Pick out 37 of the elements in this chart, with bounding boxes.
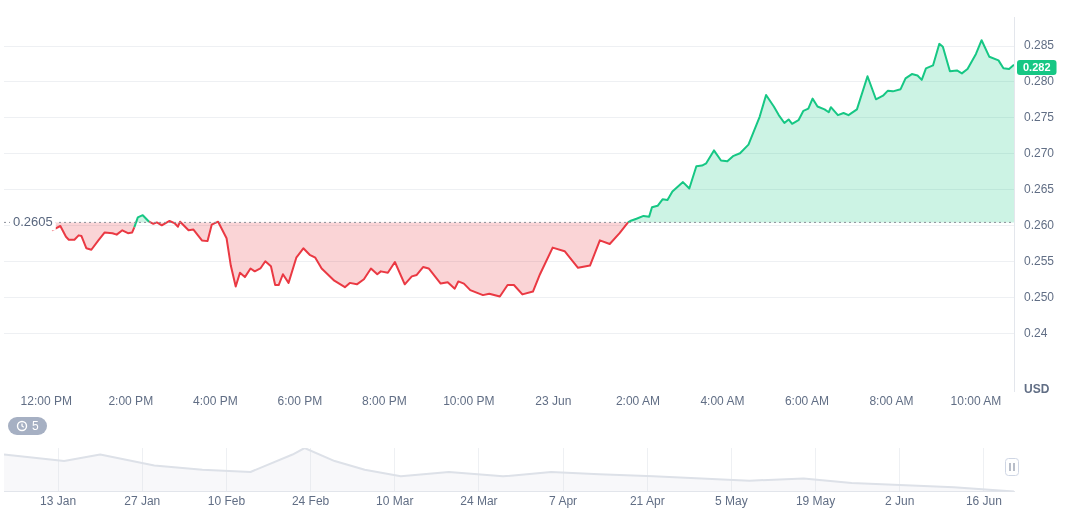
x-tick-label: 12:00 PM bbox=[20, 394, 72, 409]
x-tick-label: 2 Jun bbox=[885, 494, 915, 509]
y-tick-label: 0.255 bbox=[1024, 254, 1055, 269]
y-tick-label: 0.275 bbox=[1024, 110, 1055, 125]
ref-line-label: 0.2605 bbox=[13, 213, 53, 229]
annotation: 0.282 bbox=[1023, 60, 1051, 73]
x-tick-label: 10 Mar bbox=[376, 494, 414, 509]
y-tick-label: 0.285 bbox=[1024, 38, 1055, 53]
x-tick-label: 4:00 PM bbox=[192, 394, 238, 409]
y-tick-label: 0.260 bbox=[1024, 218, 1055, 233]
x-tick-label: 8:00 PM bbox=[361, 394, 407, 409]
x-tick-label: 24 Mar bbox=[460, 494, 498, 509]
y-tick-label: 0.280 bbox=[1024, 74, 1055, 89]
x-tick-label: 21 Apr bbox=[629, 494, 665, 509]
x-tick-label: 16 Jun bbox=[965, 494, 1002, 509]
x-tick-label: 2:00 PM bbox=[108, 394, 154, 409]
x-tick-label: 8:00 AM bbox=[869, 394, 914, 409]
y-axis-title: USD bbox=[1024, 381, 1050, 396]
x-tick-label: 4:00 AM bbox=[700, 394, 745, 409]
x-tick-label: 6:00 AM bbox=[784, 394, 829, 409]
y-tick-label: 0.270 bbox=[1024, 146, 1055, 161]
x-tick-label: 6:00 PM bbox=[277, 394, 323, 409]
x-tick-label: 10:00 PM bbox=[443, 394, 495, 409]
x-tick-label: 23 Jun bbox=[535, 394, 572, 409]
x-tick-label: 5 May bbox=[715, 494, 748, 509]
x-tick-label: 19 May bbox=[795, 494, 836, 509]
x-tick-label: 13 Jan bbox=[40, 494, 77, 509]
y-tick-label: 0.250 bbox=[1024, 290, 1055, 305]
x-tick-label: 7 Apr bbox=[549, 494, 578, 509]
y-tick-label: 0.24 bbox=[1024, 326, 1048, 341]
x-tick-label: 10 Feb bbox=[207, 494, 246, 509]
x-tick-label: 10:00 AM bbox=[950, 394, 1002, 409]
y-tick-label: 0.265 bbox=[1024, 182, 1055, 197]
x-tick-label: 24 Feb bbox=[291, 494, 330, 509]
x-tick-label: 27 Jan bbox=[124, 494, 161, 509]
x-tick-label: 2:00 AM bbox=[615, 394, 660, 409]
text: 5 bbox=[32, 419, 39, 433]
